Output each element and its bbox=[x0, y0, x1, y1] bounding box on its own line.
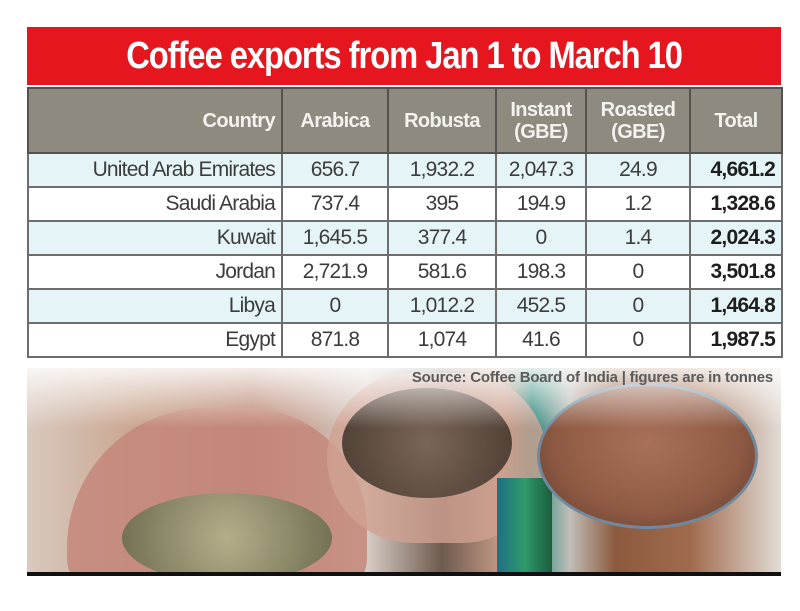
coffee-beans-photo bbox=[27, 368, 781, 576]
photo-fade-overlay bbox=[27, 368, 781, 428]
header-roasted: Roasted (GBE) bbox=[585, 87, 691, 154]
cell-country: United Arab Emirates bbox=[27, 152, 283, 188]
cell-roasted: 24.9 bbox=[585, 152, 691, 188]
cell-country: Saudi Arabia bbox=[27, 186, 283, 222]
cell-robusta: 1,932.2 bbox=[387, 152, 497, 188]
cell-total: 1,328.6 bbox=[689, 186, 783, 222]
header-row: Country Arabica Robusta Instant (GBE) Roa… bbox=[27, 87, 783, 154]
cell-arabica: 0 bbox=[281, 288, 389, 324]
header-roasted-line2: (GBE) bbox=[611, 120, 665, 143]
cell-arabica: 1,645.5 bbox=[281, 220, 389, 256]
header-instant: Instant (GBE) bbox=[495, 87, 587, 154]
green-beans-image bbox=[122, 493, 332, 576]
table-row: United Arab Emirates 656.7 1,932.2 2,047… bbox=[27, 152, 783, 188]
exports-table: Country Arabica Robusta Instant (GBE) Roa… bbox=[27, 87, 783, 358]
header-robusta: Robusta bbox=[387, 87, 497, 154]
table-row: Libya 0 1,012.2 452.5 0 1,464.8 bbox=[27, 288, 783, 324]
background-cloth bbox=[497, 478, 552, 576]
cell-robusta: 377.4 bbox=[387, 220, 497, 256]
header-arabica: Arabica bbox=[281, 87, 389, 154]
cell-instant: 2,047.3 bbox=[495, 152, 587, 188]
cell-roasted: 1.2 bbox=[585, 186, 691, 222]
table-row: Jordan 2,721.9 581.6 198.3 0 3,501.8 bbox=[27, 254, 783, 290]
cell-country: Kuwait bbox=[27, 220, 283, 256]
table-row: Kuwait 1,645.5 377.4 0 1.4 2,024.3 bbox=[27, 220, 783, 256]
cell-instant: 452.5 bbox=[495, 288, 587, 324]
cell-roasted: 0 bbox=[585, 288, 691, 324]
cell-total: 1,464.8 bbox=[689, 288, 783, 324]
cell-arabica: 737.4 bbox=[281, 186, 389, 222]
header-total: Total bbox=[689, 87, 783, 154]
cell-total: 1,987.5 bbox=[689, 322, 783, 358]
infographic: Coffee exports from Jan 1 to March 10 Co… bbox=[27, 27, 783, 581]
cell-robusta: 395 bbox=[387, 186, 497, 222]
cell-instant: 0 bbox=[495, 220, 587, 256]
title-banner: Coffee exports from Jan 1 to March 10 bbox=[27, 27, 781, 85]
cell-robusta: 1,012.2 bbox=[387, 288, 497, 324]
table-row: Saudi Arabia 737.4 395 194.9 1.2 1,328.6 bbox=[27, 186, 783, 222]
header-instant-line2: (GBE) bbox=[514, 120, 568, 143]
cell-country: Libya bbox=[27, 288, 283, 324]
cell-total: 2,024.3 bbox=[689, 220, 783, 256]
cell-total: 3,501.8 bbox=[689, 254, 783, 290]
header-country: Country bbox=[27, 87, 283, 154]
cell-total: 4,661.2 bbox=[689, 152, 783, 188]
header-roasted-line1: Roasted bbox=[600, 98, 676, 121]
cell-country: Jordan bbox=[27, 254, 283, 290]
bottom-rule bbox=[27, 572, 781, 576]
cell-instant: 198.3 bbox=[495, 254, 587, 290]
cell-arabica: 871.8 bbox=[281, 322, 389, 358]
table-row: Egypt 871.8 1,074 41.6 0 1,987.5 bbox=[27, 322, 783, 358]
header-instant-line1: Instant bbox=[510, 98, 572, 121]
cell-roasted: 1.4 bbox=[585, 220, 691, 256]
cell-instant: 194.9 bbox=[495, 186, 587, 222]
cell-robusta: 581.6 bbox=[387, 254, 497, 290]
cell-robusta: 1,074 bbox=[387, 322, 497, 358]
cell-arabica: 656.7 bbox=[281, 152, 389, 188]
cell-roasted: 0 bbox=[585, 254, 691, 290]
chart-title: Coffee exports from Jan 1 to March 10 bbox=[126, 34, 683, 77]
source-note: Source: Coffee Board of India | figures … bbox=[411, 369, 773, 386]
cell-arabica: 2,721.9 bbox=[281, 254, 389, 290]
cell-instant: 41.6 bbox=[495, 322, 587, 358]
cell-country: Egypt bbox=[27, 322, 283, 358]
cell-roasted: 0 bbox=[585, 322, 691, 358]
